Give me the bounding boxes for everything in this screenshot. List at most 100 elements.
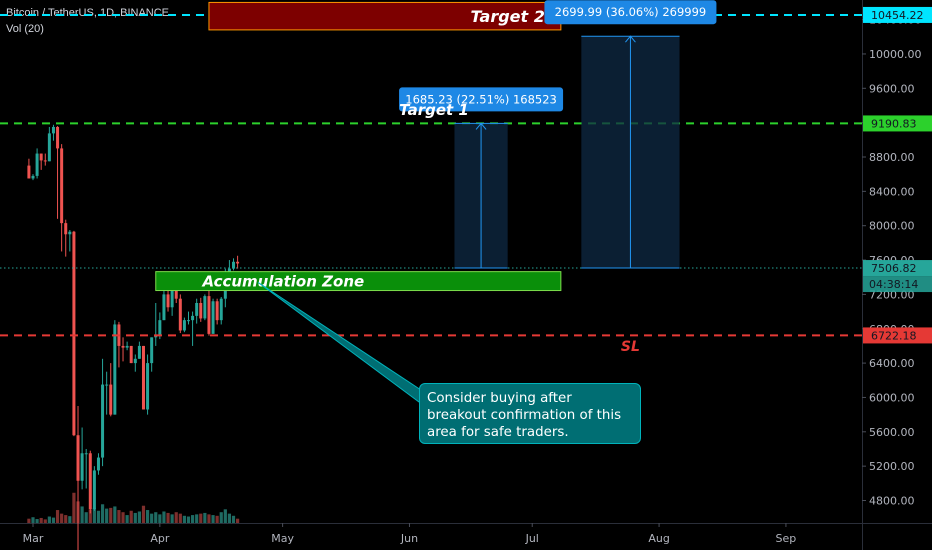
volume-bar bbox=[137, 511, 141, 523]
accumulation-zone[interactable] bbox=[155, 271, 562, 292]
price-tick-label: 8800.00 bbox=[869, 151, 915, 164]
target-2-price-tag bbox=[863, 6, 932, 23]
candle-body bbox=[174, 285, 178, 299]
volume-bar bbox=[174, 512, 178, 523]
time-tick-label: Sep bbox=[776, 532, 797, 545]
candle-body bbox=[35, 153, 39, 176]
candle-body bbox=[76, 435, 80, 481]
candle-body bbox=[182, 320, 186, 331]
candle-body bbox=[56, 126, 60, 149]
stop-loss-label: SL bbox=[621, 339, 640, 355]
last-price-tag bbox=[863, 260, 932, 277]
volume-bar bbox=[100, 504, 105, 523]
price-range-label: 2699.99 (36.06%) 269999 bbox=[555, 5, 707, 19]
candle-body bbox=[232, 261, 236, 269]
price-tick-label: 8400.00 bbox=[869, 185, 915, 198]
volume-bar bbox=[35, 519, 39, 523]
time-tick-label: Mar bbox=[23, 532, 44, 545]
target-2-price-tag-text: 10454.22 bbox=[871, 9, 924, 22]
price-range-arrowhead bbox=[475, 122, 487, 130]
time-tick-label: Jun bbox=[400, 532, 418, 545]
candle-body bbox=[64, 223, 68, 235]
price-tick-label: 5600.00 bbox=[869, 426, 915, 439]
candle-body bbox=[105, 384, 109, 386]
candle-body bbox=[96, 457, 100, 471]
price-tick-label: 5200.00 bbox=[869, 460, 915, 473]
candle-body bbox=[47, 133, 51, 162]
volume-bar bbox=[133, 512, 137, 523]
volume-bar bbox=[96, 510, 101, 523]
trade-note-callout[interactable]: Consider buying after breakout confirmat… bbox=[419, 383, 641, 444]
price-range-badge bbox=[399, 87, 564, 112]
last-price-tag-text: 7506.82 bbox=[871, 262, 917, 275]
volume-bar bbox=[51, 517, 56, 523]
volume-bar bbox=[166, 512, 170, 523]
price-tick-label: 4800.00 bbox=[869, 495, 915, 508]
volume-bar bbox=[231, 515, 236, 523]
volume-bar bbox=[150, 513, 154, 523]
chart-title: Bitcoin / TetherUS, 1D, BINANCE bbox=[6, 7, 170, 19]
candle-body bbox=[51, 126, 55, 134]
volume-bar bbox=[60, 513, 64, 523]
volume-bar bbox=[105, 508, 109, 523]
candle-body bbox=[129, 345, 133, 364]
volume-bar bbox=[39, 517, 43, 523]
volume-bar bbox=[154, 512, 158, 523]
volume-bar bbox=[117, 510, 121, 523]
candle-body bbox=[27, 165, 31, 179]
candle-body bbox=[154, 335, 158, 338]
volume-bar bbox=[158, 514, 162, 523]
volume-bar bbox=[207, 514, 211, 523]
volume-bar bbox=[219, 512, 223, 523]
volume-bar bbox=[178, 513, 182, 523]
price-tick-label: 9600.00 bbox=[869, 82, 915, 95]
time-tick-label: Aug bbox=[648, 532, 669, 545]
candle-body bbox=[125, 345, 129, 348]
volume-bar bbox=[92, 507, 96, 523]
time-tick-label: Jul bbox=[525, 532, 539, 545]
candle-countdown-text: 04:38:14 bbox=[869, 278, 918, 291]
candle-body bbox=[162, 294, 166, 321]
candle-body bbox=[146, 363, 150, 410]
accumulation-zone-label: Accumulation Zone bbox=[201, 273, 364, 291]
candle-body bbox=[121, 345, 125, 348]
volume-bar bbox=[43, 519, 47, 523]
volume-bar bbox=[80, 506, 84, 523]
candle-body bbox=[195, 302, 199, 316]
volume-bar bbox=[141, 505, 146, 523]
price-range-arrowhead bbox=[625, 35, 636, 43]
target-2-zone[interactable] bbox=[208, 1, 562, 31]
volume-bar bbox=[236, 518, 240, 523]
price-range-label: 1685.23 (22.51%) 168523 bbox=[405, 92, 557, 106]
candle-body bbox=[68, 231, 72, 235]
volume-bar bbox=[121, 512, 125, 523]
candle-countdown-tag bbox=[863, 276, 932, 293]
volume-bar bbox=[64, 515, 68, 523]
candle-body bbox=[219, 298, 223, 321]
candle-body bbox=[80, 453, 84, 481]
candle-body bbox=[158, 320, 162, 336]
volume-indicator-label[interactable]: Vol (20) bbox=[6, 23, 44, 35]
volume-bar bbox=[31, 517, 35, 523]
candle-body bbox=[178, 298, 182, 331]
stop-loss-price-tag bbox=[863, 327, 932, 344]
callout-pointer bbox=[257, 281, 425, 403]
volume-bar bbox=[195, 514, 199, 523]
volume-bar bbox=[182, 515, 187, 523]
volume-bar bbox=[72, 492, 76, 523]
candle-body bbox=[211, 301, 215, 334]
volume-bar bbox=[47, 516, 51, 523]
target-1-label: Target 1 bbox=[399, 101, 469, 119]
time-tick-label: May bbox=[271, 532, 294, 545]
volume-bar bbox=[129, 510, 133, 523]
volume-bar bbox=[186, 516, 191, 523]
candle-body bbox=[227, 268, 231, 273]
candle-body bbox=[137, 345, 141, 359]
volume-bar bbox=[145, 510, 150, 523]
volume-bar bbox=[203, 512, 207, 523]
volume-bar bbox=[27, 518, 31, 523]
price-tick-label: 10000.00 bbox=[869, 48, 922, 61]
volume-bar bbox=[170, 514, 174, 523]
candle-body bbox=[31, 175, 35, 179]
